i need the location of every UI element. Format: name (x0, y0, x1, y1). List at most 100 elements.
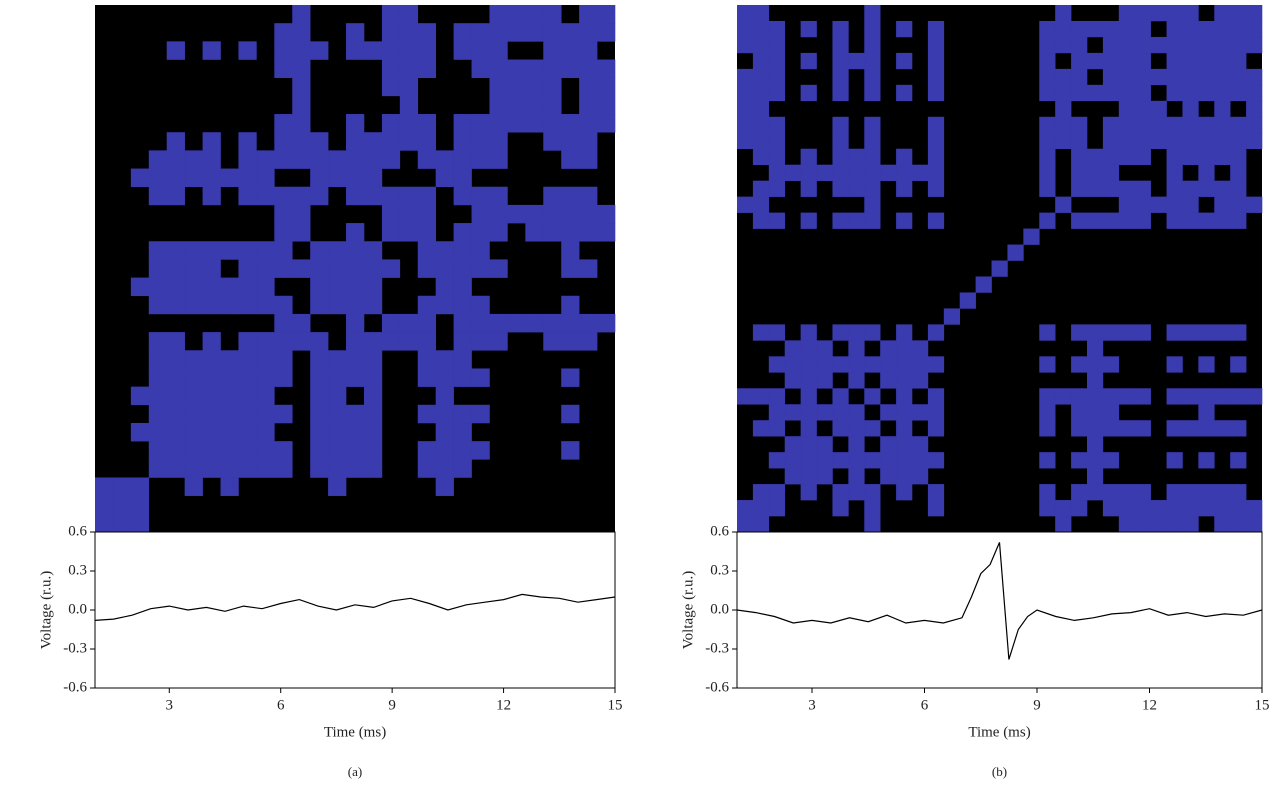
recurrence-cell (800, 212, 817, 229)
recurrence-cell (1166, 196, 1183, 213)
recurrence-cell (184, 259, 203, 278)
x-tick-label: 3 (808, 697, 816, 713)
y-tick-label: -0.6 (63, 679, 87, 695)
recurrence-cell (1134, 484, 1151, 501)
recurrence-cell (832, 132, 849, 150)
recurrence-cell (1166, 20, 1183, 38)
recurrence-cell (525, 223, 544, 242)
recurrence-cell (752, 36, 770, 54)
recurrence-cell (1134, 100, 1151, 118)
recurrence-cell (768, 420, 786, 437)
recurrence-cell (1198, 68, 1215, 86)
recurrence-cell (238, 368, 257, 387)
recurrence-cell (489, 23, 508, 42)
recurrence-cell (864, 36, 881, 54)
recurrence-cell (1182, 196, 1199, 213)
recurrence-cell (1102, 452, 1120, 469)
recurrence-cell (184, 350, 203, 369)
recurrence-cell (912, 404, 929, 421)
y-tick-label: -0.3 (705, 640, 729, 656)
recurrence-cell (1102, 388, 1120, 405)
x-axis-label: Time (ms) (324, 724, 386, 740)
recurrence-cell (1102, 404, 1120, 421)
recurrence-cell (507, 204, 526, 224)
recurrence-cell (737, 20, 754, 38)
recurrence-cell (912, 164, 929, 181)
recurrence-cell (256, 404, 275, 424)
recurrence-cell (561, 186, 580, 206)
recurrence-cell (768, 324, 786, 341)
recurrence-cell (1182, 100, 1199, 118)
recurrence-cell (202, 404, 221, 424)
recurrence-cell (832, 52, 849, 70)
recurrence-cell (1214, 84, 1231, 102)
recurrence-cell (848, 340, 865, 357)
recurrence-cell (238, 422, 257, 442)
recurrence-cell (435, 459, 454, 478)
recurrence-cell (310, 150, 329, 169)
recurrence-cell (363, 332, 383, 351)
recurrence-cell (453, 23, 472, 42)
recurrence-cell (274, 441, 293, 460)
recurrence-cell (543, 41, 562, 60)
recurrence-cell (417, 459, 436, 478)
recurrence-cell (148, 404, 168, 424)
recurrence-cell (328, 259, 347, 278)
recurrence-cell (1055, 36, 1072, 54)
recurrence-cell (256, 277, 275, 297)
recurrence-cell (1071, 20, 1088, 38)
recurrence-cell (752, 116, 770, 134)
recurrence-cell (1118, 500, 1136, 517)
recurrence-cell (1182, 388, 1199, 405)
recurrence-cell (1039, 324, 1056, 341)
recurrence-cell (800, 324, 817, 341)
recurrence-cell (800, 148, 817, 165)
recurrence-cell (864, 484, 881, 501)
recurrence-cell (959, 292, 976, 309)
recurrence-cell (1230, 452, 1247, 469)
recurrence-cell (1055, 132, 1072, 150)
recurrence-cell (328, 404, 347, 424)
recurrence-cell (579, 77, 598, 97)
recurrence-cell (310, 277, 329, 297)
recurrence-cell (328, 295, 347, 315)
recurrence-cell (202, 332, 221, 351)
recurrence-cell (1055, 68, 1072, 86)
recurrence-cell (1039, 68, 1056, 86)
recurrence-cell (864, 212, 881, 229)
recurrence-cell (896, 340, 913, 357)
recurrence-cell (274, 241, 293, 260)
recurrence-cell (346, 277, 365, 297)
recurrence-cell (1166, 52, 1183, 70)
recurrence-cell (896, 148, 913, 165)
recurrence-cell (561, 150, 580, 169)
recurrence-cell (597, 5, 616, 24)
recurrence-cell (1182, 484, 1199, 501)
recurrence-cell (1214, 196, 1231, 213)
recurrence-cell (148, 459, 168, 478)
recurrence-cell (346, 168, 365, 188)
recurrence-cell (1166, 452, 1183, 469)
recurrence-cell (1087, 452, 1104, 469)
recurrence-cell (896, 20, 913, 38)
recurrence-cell (1134, 516, 1151, 533)
recurrence-cell (417, 59, 436, 78)
x-axis-label: Time (ms) (968, 724, 1030, 740)
recurrence-cell (238, 350, 257, 369)
recurrence-cell (768, 148, 786, 165)
recurrence-cell (1198, 420, 1215, 437)
recurrence-cell (991, 260, 1008, 277)
recurrence-cell (579, 332, 598, 351)
recurrence-cell (363, 41, 383, 60)
recurrence-cell (328, 459, 347, 478)
recurrence-cell (184, 386, 203, 406)
recurrence-cell (1118, 388, 1136, 405)
recurrence-cell (471, 259, 490, 278)
recurrence-cell (768, 164, 786, 181)
recurrence-cell (292, 59, 311, 78)
recurrence-cell (768, 52, 786, 70)
recurrence-cell (1118, 20, 1136, 38)
recurrence-cell (543, 95, 562, 115)
recurrence-cell (768, 68, 786, 86)
recurrence-cell (1055, 116, 1072, 134)
